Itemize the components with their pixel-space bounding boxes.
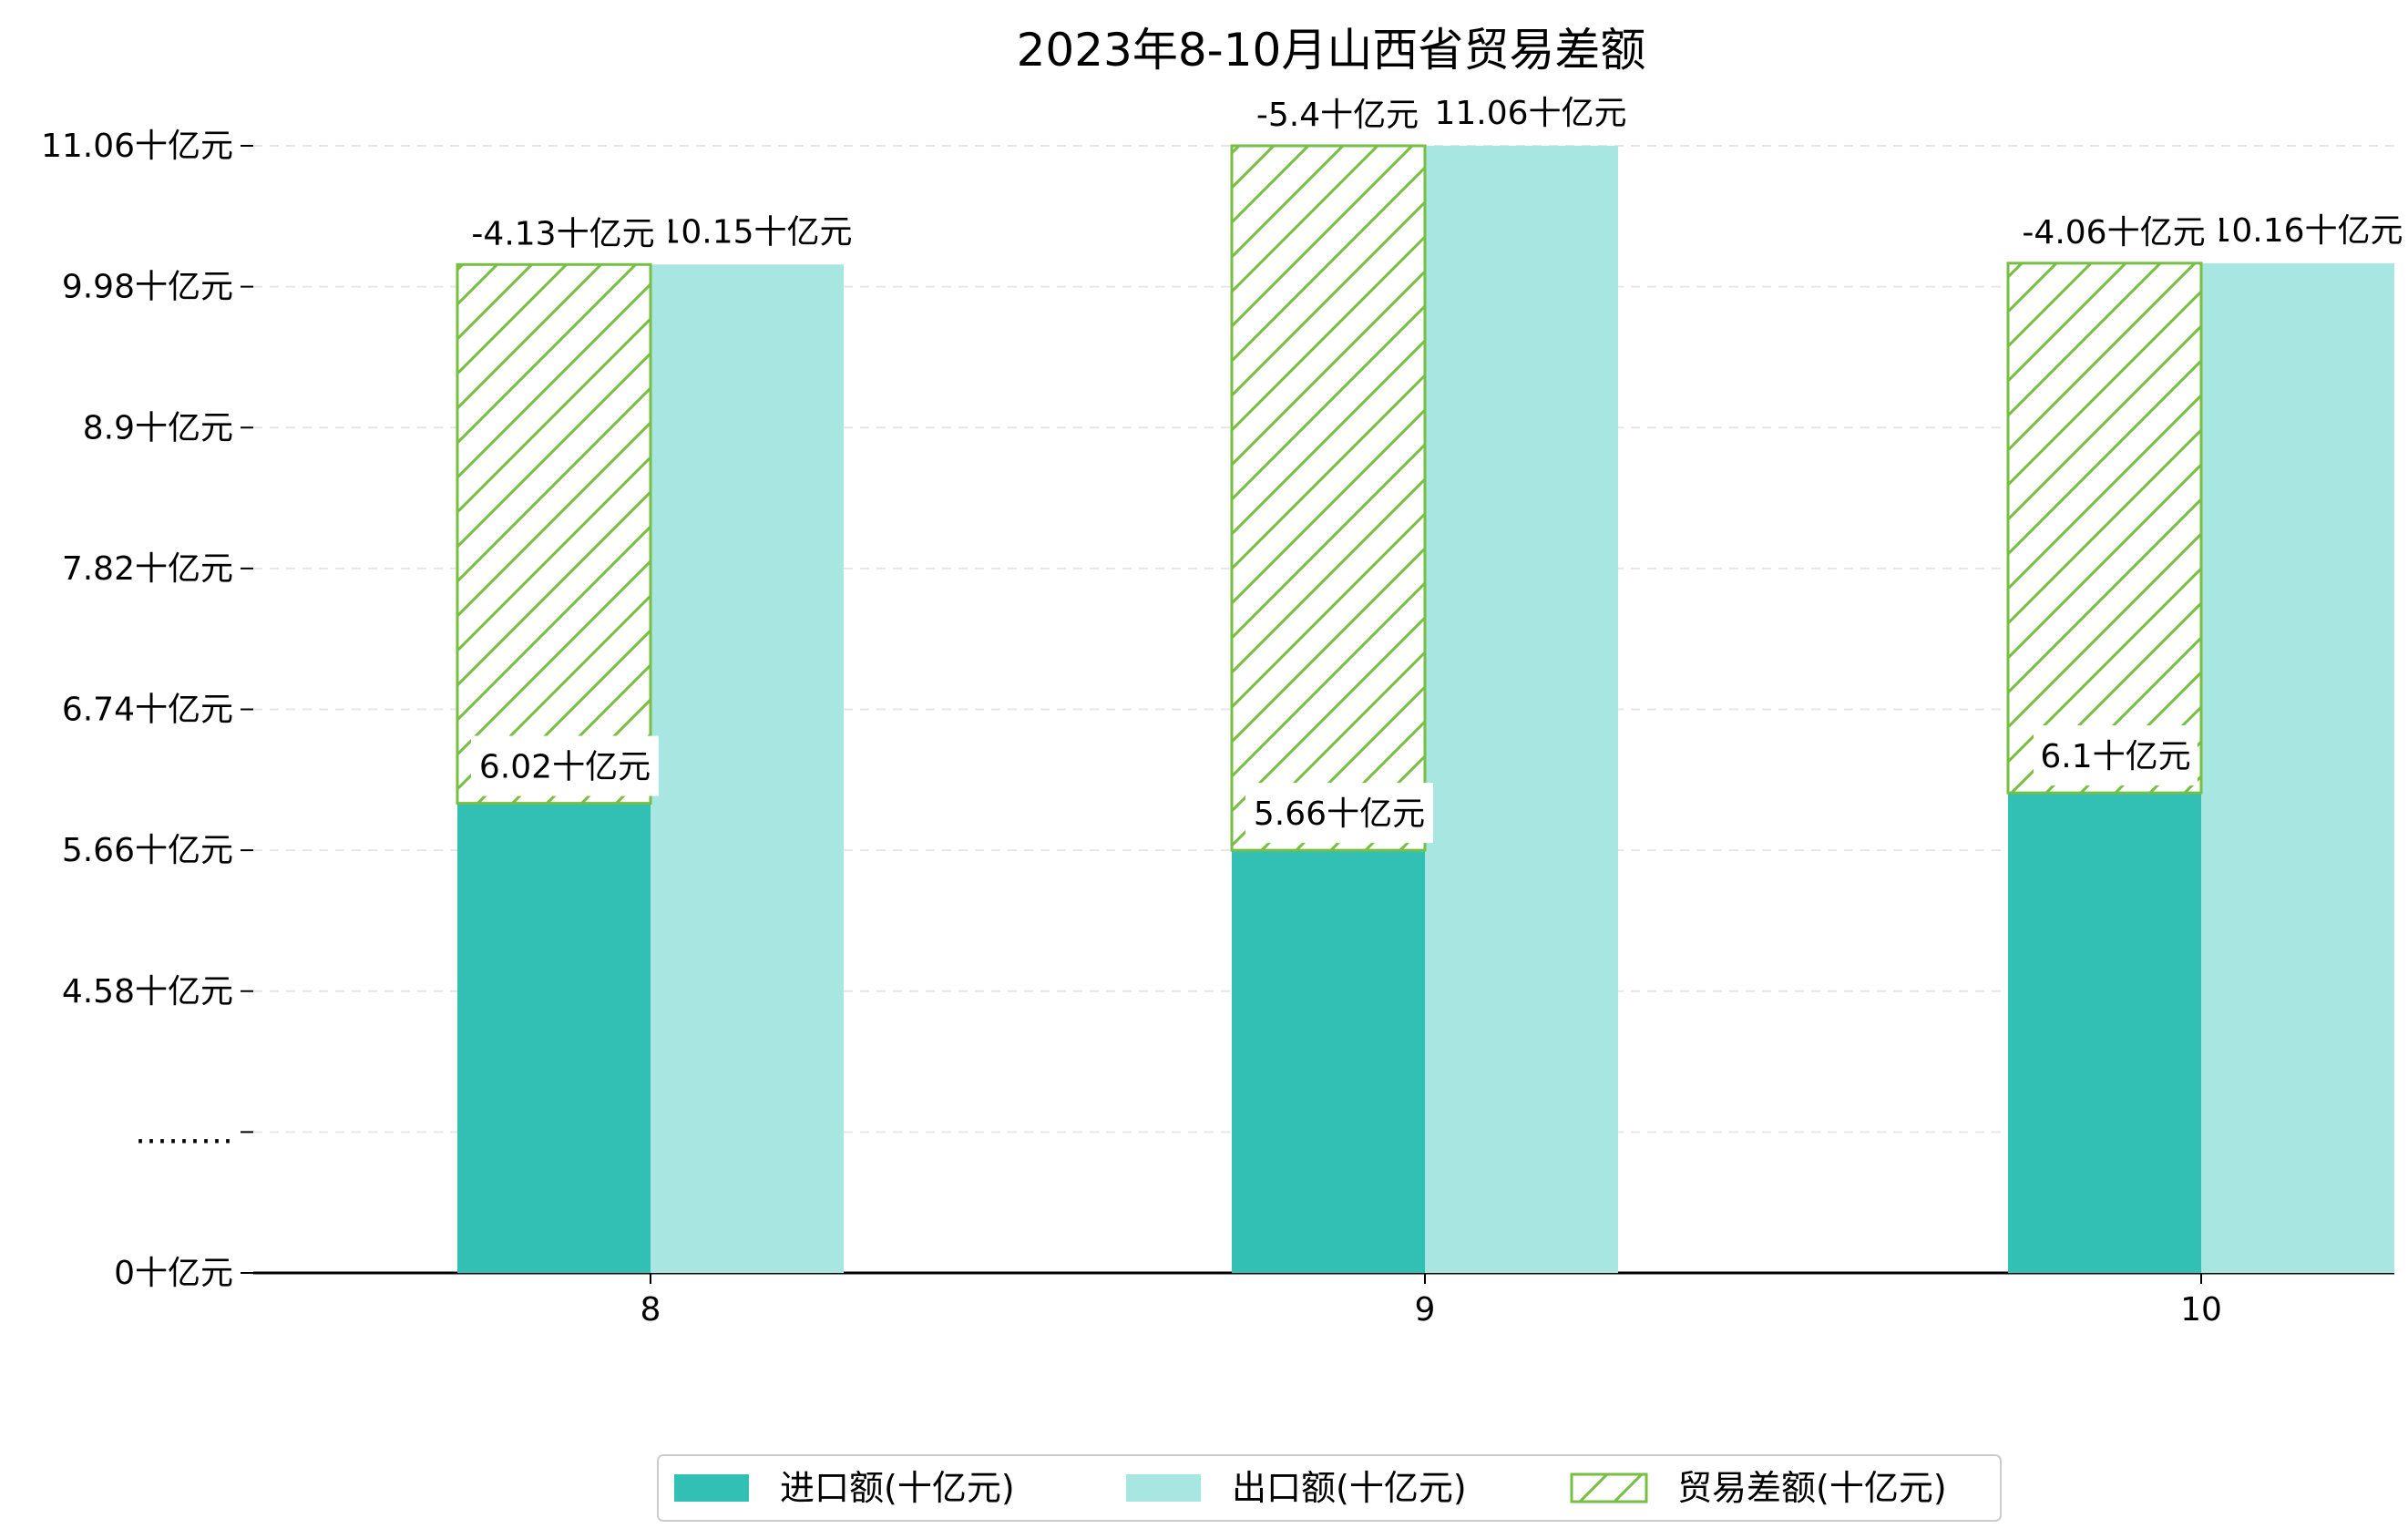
bar-balance-9 xyxy=(1230,144,1427,852)
y-tick-label: 9.98十亿元 xyxy=(62,269,233,306)
label-balance-9-text: -5.4十亿元 xyxy=(1256,97,1419,134)
y-tick-label: 0十亿元 xyxy=(114,1255,233,1292)
bar-balance-10 xyxy=(2006,262,2203,795)
label-balance-8-text: -4.13十亿元 xyxy=(471,215,654,252)
x-tick-label: 8 xyxy=(640,1291,661,1329)
label-import-10-bg xyxy=(2034,725,2198,786)
label-import-9-text: 5.66十亿元 xyxy=(1254,795,1425,833)
legend-frame xyxy=(657,1454,2002,1522)
label-export-8-text: 10.15十亿元 xyxy=(660,213,852,251)
label-balance-9-bg xyxy=(1244,84,1431,144)
bar-import-10 xyxy=(2008,793,2201,1273)
y-tick-label: 6.74十亿元 xyxy=(62,692,233,729)
x-tick-label: 10 xyxy=(2180,1291,2222,1329)
bar-import-8 xyxy=(457,803,651,1273)
label-export-9-text: 11.06十亿元 xyxy=(1434,95,1626,132)
label-import-8: 6.02十亿元 xyxy=(471,735,659,796)
label-balance-8: -4.13十亿元 xyxy=(457,202,669,263)
label-import-8-bg xyxy=(471,735,659,796)
y-tick-label: 11.06十亿元 xyxy=(41,128,233,165)
bar-import-9 xyxy=(1232,850,1425,1273)
label-balance-9: -5.4十亿元 xyxy=(1244,84,1431,144)
label-export-10-bg xyxy=(2201,199,2408,260)
legend-label-0: 进口额(十亿元) xyxy=(780,1468,1015,1508)
label-import-10-text: 6.1十亿元 xyxy=(2040,738,2190,775)
y-tick-label: ……… xyxy=(135,1113,233,1151)
bar-export-10 xyxy=(2201,262,2394,1274)
label-export-10: 10.16十亿元 xyxy=(2201,199,2408,260)
x-tick-label: 9 xyxy=(1415,1291,1436,1329)
y-tick-label: 8.9十亿元 xyxy=(83,409,233,446)
label-balance-10-bg xyxy=(2008,200,2219,262)
bar-export-8 xyxy=(651,264,844,1273)
legend-swatch-2 xyxy=(1570,1472,1648,1503)
label-import-8-text: 6.02十亿元 xyxy=(479,749,651,786)
legend-swatch-0 xyxy=(674,1474,749,1502)
bar-export-9 xyxy=(1425,146,1618,1273)
label-import-9: 5.66十亿元 xyxy=(1245,783,1433,844)
y-tick-label: 5.66十亿元 xyxy=(62,832,233,869)
legend-label-2: 贸易差额(十亿元) xyxy=(1677,1468,1947,1508)
chart-title: 2023年8-10月山西省贸易差额 xyxy=(1017,24,1646,77)
legend-box: 进口额(十亿元) 出口额(十亿元) 贸易差额(十亿元) xyxy=(657,1454,2002,1522)
legend-swatch-1 xyxy=(1126,1474,1201,1502)
legend: 进口额(十亿元) 出口额(十亿元) 贸易差额(十亿元) xyxy=(657,1454,2002,1522)
bars xyxy=(456,144,2394,1274)
bar-balance-8 xyxy=(456,262,652,805)
y-tick-label: 4.58十亿元 xyxy=(62,973,233,1011)
legend-label-1: 出口额(十亿元) xyxy=(1232,1468,1467,1508)
label-export-8: 10.15十亿元 xyxy=(651,200,862,262)
label-import-10: 6.1十亿元 xyxy=(2034,725,2198,786)
label-export-8-bg xyxy=(651,200,862,262)
label-balance-10-text: -4.06十亿元 xyxy=(2022,214,2205,251)
label-export-9-bg xyxy=(1425,82,1636,142)
label-export-10-text: 10.16十亿元 xyxy=(2210,212,2403,250)
label-import-9-bg xyxy=(1245,783,1433,844)
y-tick-label: 7.82十亿元 xyxy=(62,550,233,588)
data-labels: 10.15十亿元 6.02十亿元 -4.13十亿元 11.06十亿元 5.66十亿元 -5… xyxy=(457,82,2408,844)
label-balance-10: -4.06十亿元 xyxy=(2008,200,2219,262)
label-export-9: 11.06十亿元 xyxy=(1425,82,1636,142)
label-balance-8-bg xyxy=(457,202,669,263)
